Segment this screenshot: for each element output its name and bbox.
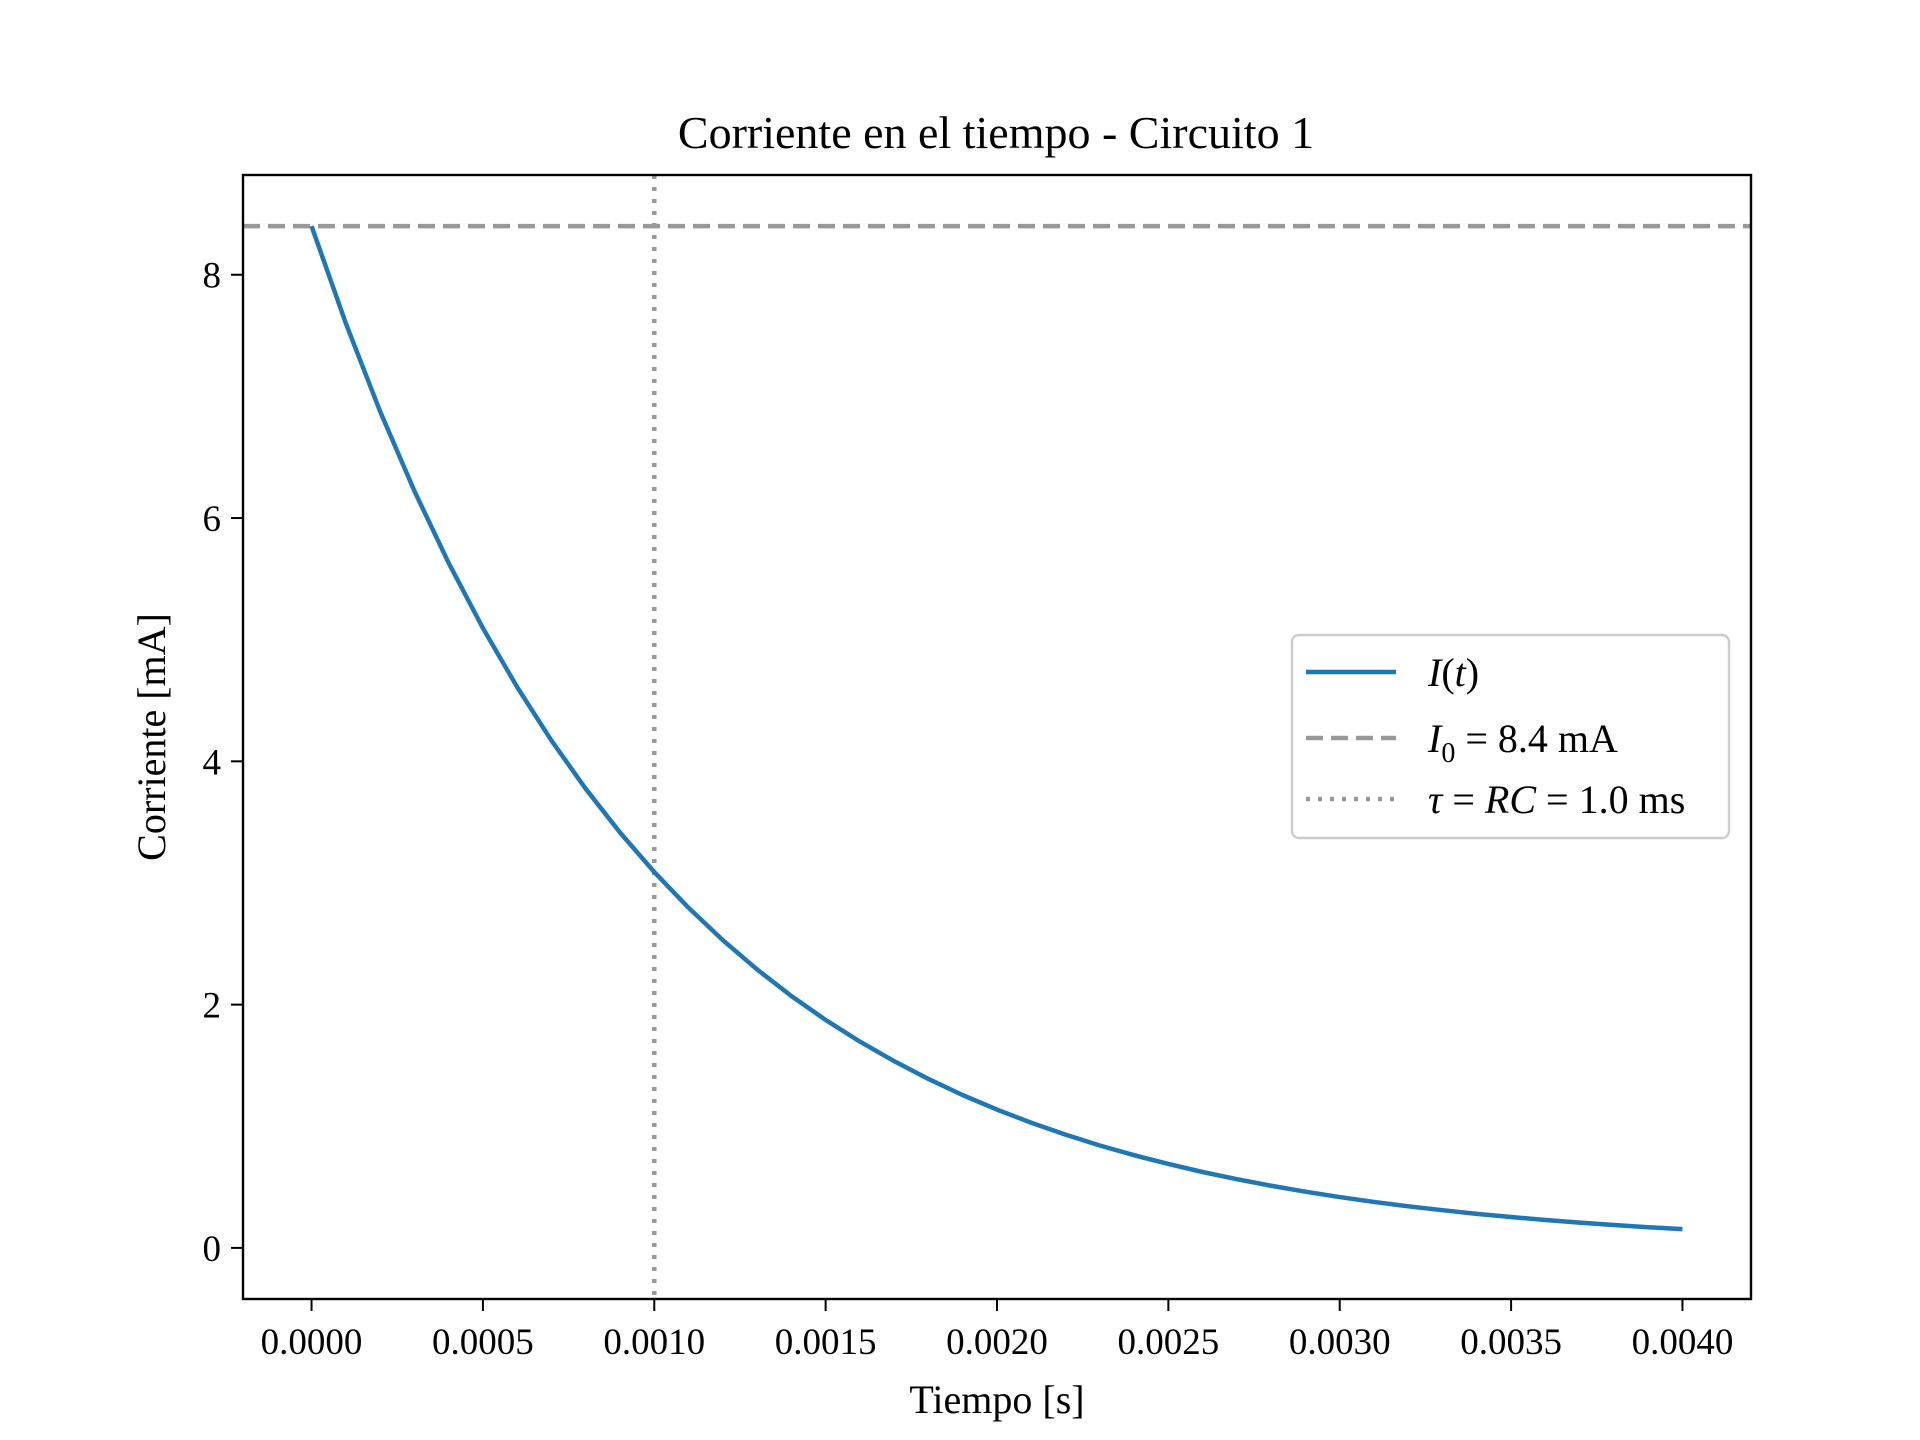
legend-current-variable: t <box>1455 650 1467 695</box>
y-axis: 0 2 4 6 8 <box>203 256 243 1270</box>
x-tick-label: 0.0035 <box>1460 1322 1562 1363</box>
chart-title: Corriente en el tiempo - Circuito 1 <box>678 107 1314 158</box>
reference-lines <box>243 175 1751 1299</box>
y-tick-label: 2 <box>203 986 222 1027</box>
y-tick-label: 4 <box>203 742 222 783</box>
legend-tau-equals: = <box>1442 777 1485 822</box>
current-curve <box>309 225 1683 1232</box>
y-tick-label: 0 <box>203 1229 222 1270</box>
legend-i0-subscript: 0 <box>1441 738 1455 769</box>
legend-i0-value: = 8.4 mA <box>1455 716 1618 761</box>
legend-current-paren-close: ) <box>1466 650 1479 695</box>
legend-tau-value: = 1.0 ms <box>1536 777 1685 822</box>
legend-current-symbol: I <box>1427 650 1443 695</box>
legend-label-time-constant: τ = RC = 1.0 ms <box>1428 777 1685 822</box>
legend-label-initial-current: I0 = 8.4 mA <box>1427 716 1618 769</box>
y-axis-label: Corriente [mA] <box>129 613 174 861</box>
legend: I(t) I0 = 8.4 mA τ = RC = 1.0 ms <box>1290 633 1731 840</box>
legend-label-current: I(t) <box>1427 650 1479 695</box>
x-tick-label: 0.0000 <box>261 1322 363 1363</box>
x-tick-label: 0.0030 <box>1289 1322 1391 1363</box>
x-axis-label: Tiempo [s] <box>909 1377 1084 1422</box>
x-tick-label: 0.0005 <box>432 1322 534 1363</box>
series-layer <box>309 225 1683 1232</box>
y-tick-label: 6 <box>203 499 222 540</box>
legend-box <box>1290 633 1731 840</box>
legend-tau-symbol: τ <box>1428 777 1444 822</box>
legend-current-paren-open: ( <box>1441 650 1454 695</box>
legend-i0-symbol: I <box>1427 716 1443 761</box>
y-tick-label: 8 <box>203 256 222 297</box>
x-tick-label: 0.0025 <box>1117 1322 1219 1363</box>
x-axis: 0.0000 0.0005 0.0010 0.0015 0.0020 0.0025 0.00… <box>261 1299 1734 1363</box>
x-tick-label: 0.0040 <box>1632 1322 1734 1363</box>
legend-tau-rc: RC <box>1484 777 1537 822</box>
x-tick-label: 0.0020 <box>946 1322 1048 1363</box>
x-tick-label: 0.0010 <box>603 1322 705 1363</box>
x-tick-label: 0.0015 <box>775 1322 877 1363</box>
